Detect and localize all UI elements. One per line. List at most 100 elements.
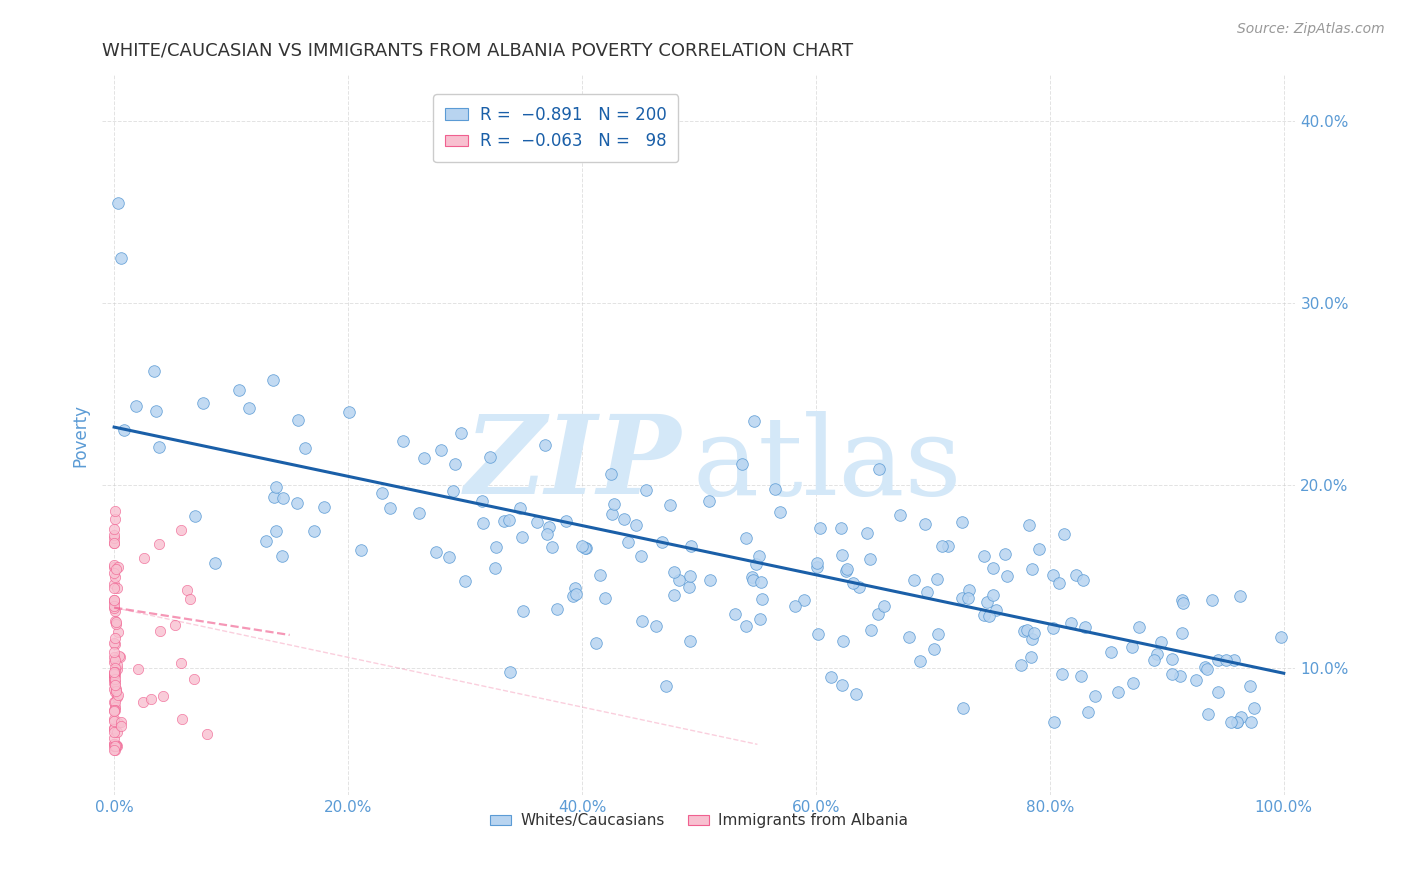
Point (103, 712, 125, 726)
Point (169, 656, 191, 670)
Point (103, 532, 125, 546)
Point (1195, 662, 1218, 676)
Point (104, 562, 127, 576)
Point (110, 714, 132, 729)
Point (103, 665, 125, 680)
Point (831, 677, 853, 691)
Point (479, 450, 502, 464)
Point (484, 560, 506, 574)
Point (910, 654, 932, 668)
Point (1015, 624, 1038, 638)
Point (104, 614, 127, 628)
Point (1012, 624, 1035, 638)
Point (1243, 700, 1265, 714)
Point (103, 599, 125, 613)
Point (104, 511, 127, 525)
Point (132, 550, 155, 565)
Point (973, 549, 995, 564)
Point (830, 521, 852, 535)
Point (751, 574, 773, 589)
Point (749, 612, 772, 626)
Point (314, 500, 336, 515)
Point (103, 721, 125, 735)
Point (952, 701, 974, 715)
Point (1064, 568, 1087, 582)
Point (204, 556, 226, 570)
Point (1270, 630, 1292, 644)
Point (370, 486, 392, 500)
Point (183, 672, 205, 686)
Point (1226, 715, 1249, 730)
Point (105, 739, 128, 754)
Point (936, 540, 959, 554)
Point (603, 497, 626, 511)
Point (585, 636, 607, 650)
Point (1028, 541, 1050, 556)
Point (748, 549, 770, 564)
Point (103, 703, 125, 717)
Point (1215, 653, 1237, 667)
Point (699, 574, 721, 588)
Point (593, 591, 616, 605)
Point (271, 491, 294, 505)
Point (679, 633, 702, 648)
Point (1121, 640, 1143, 655)
Point (430, 443, 453, 458)
Point (981, 588, 1004, 602)
Point (104, 681, 127, 696)
Point (574, 541, 596, 556)
Point (662, 566, 685, 580)
Point (1226, 715, 1249, 730)
Point (763, 482, 786, 496)
Point (127, 661, 149, 675)
Point (526, 515, 548, 529)
Point (831, 549, 853, 563)
Point (589, 568, 612, 582)
Point (103, 655, 125, 669)
Point (103, 704, 125, 718)
Point (104, 685, 127, 699)
Point (1010, 657, 1032, 672)
Point (903, 573, 925, 587)
Point (555, 514, 578, 528)
Point (294, 441, 316, 455)
Point (103, 672, 125, 686)
Point (105, 738, 128, 752)
Point (271, 549, 294, 563)
Text: Source: ZipAtlas.com: Source: ZipAtlas.com (1237, 22, 1385, 37)
Point (302, 524, 325, 538)
Point (679, 569, 702, 583)
Point (103, 527, 125, 541)
Point (103, 645, 125, 659)
Point (512, 530, 534, 544)
Point (914, 516, 936, 531)
Point (1160, 667, 1182, 681)
Point (103, 650, 125, 665)
Point (145, 404, 167, 418)
Point (1122, 675, 1144, 690)
Point (769, 505, 792, 519)
Point (538, 520, 561, 534)
Point (1219, 715, 1241, 730)
Point (105, 581, 128, 595)
Point (651, 535, 673, 549)
Point (104, 743, 127, 757)
Point (837, 562, 859, 576)
Point (104, 668, 127, 682)
Point (105, 658, 128, 673)
Y-axis label: Poverty: Poverty (72, 404, 89, 467)
Point (264, 524, 287, 538)
Point (1060, 615, 1083, 630)
Point (103, 723, 125, 737)
Point (287, 413, 309, 427)
Point (498, 512, 520, 526)
Point (571, 539, 593, 553)
Point (1053, 527, 1076, 541)
Point (636, 483, 658, 497)
Point (745, 557, 768, 571)
Point (734, 619, 756, 633)
Point (599, 467, 621, 481)
Point (183, 509, 205, 524)
Point (103, 595, 125, 609)
Point (731, 458, 754, 472)
